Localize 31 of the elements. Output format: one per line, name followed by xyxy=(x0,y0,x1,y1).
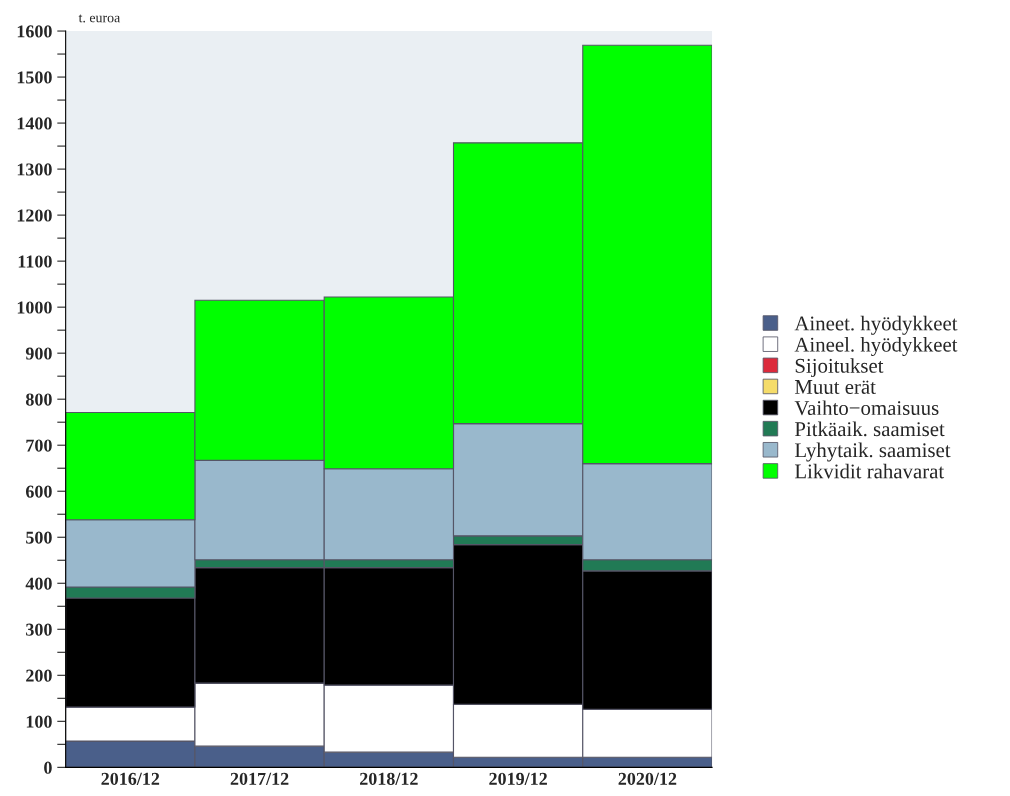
y-axis-title: t. euroa xyxy=(78,14,121,23)
legend-label: Pitkäaik. saamiset xyxy=(794,421,945,437)
y-tick-label: 600 xyxy=(25,485,52,498)
y-tick-label: 0 xyxy=(44,761,52,774)
y-tick-label: 500 xyxy=(26,531,52,544)
y-tick-label: 400 xyxy=(25,577,52,590)
legend-label: Aineet. hyödykkeet xyxy=(794,315,958,335)
y-tick-label: 900 xyxy=(25,347,52,360)
y-tick-label: 1500 xyxy=(17,71,52,84)
y-tick-label: 1600 xyxy=(17,25,52,38)
y-tick-label: 200 xyxy=(26,669,52,682)
legend-label: Aineel. hyödykkeet xyxy=(794,337,958,356)
y-tick-label: 1300 xyxy=(17,163,52,176)
x-tick-label: 2018/12 xyxy=(360,772,418,785)
y-tick-label: 700 xyxy=(26,439,52,452)
y-tick-label: 300 xyxy=(26,623,52,636)
legend-label: Muut erät xyxy=(794,380,876,394)
y-tick-label: 1400 xyxy=(17,117,52,130)
x-tick-label: 2017/12 xyxy=(230,772,289,785)
legend-label: Sijoitukset xyxy=(795,358,884,378)
y-tick-label: 100 xyxy=(26,715,52,728)
legend-label: Likvidit rahavarat xyxy=(794,463,945,479)
y-tick-label: 800 xyxy=(25,393,52,406)
x-tick-label: 2016/12 xyxy=(101,772,160,785)
y-tick-label: 1100 xyxy=(18,255,52,268)
legend-label: Vaihto−omaisuus xyxy=(794,400,939,416)
y-tick-label: 1200 xyxy=(17,209,52,222)
y-tick-label: 1000 xyxy=(17,301,52,314)
x-tick-label: 2020/12 xyxy=(618,772,677,785)
legend-label: Lyhytaik. saamiset xyxy=(794,442,951,462)
x-tick-label: 2019/12 xyxy=(489,772,547,785)
